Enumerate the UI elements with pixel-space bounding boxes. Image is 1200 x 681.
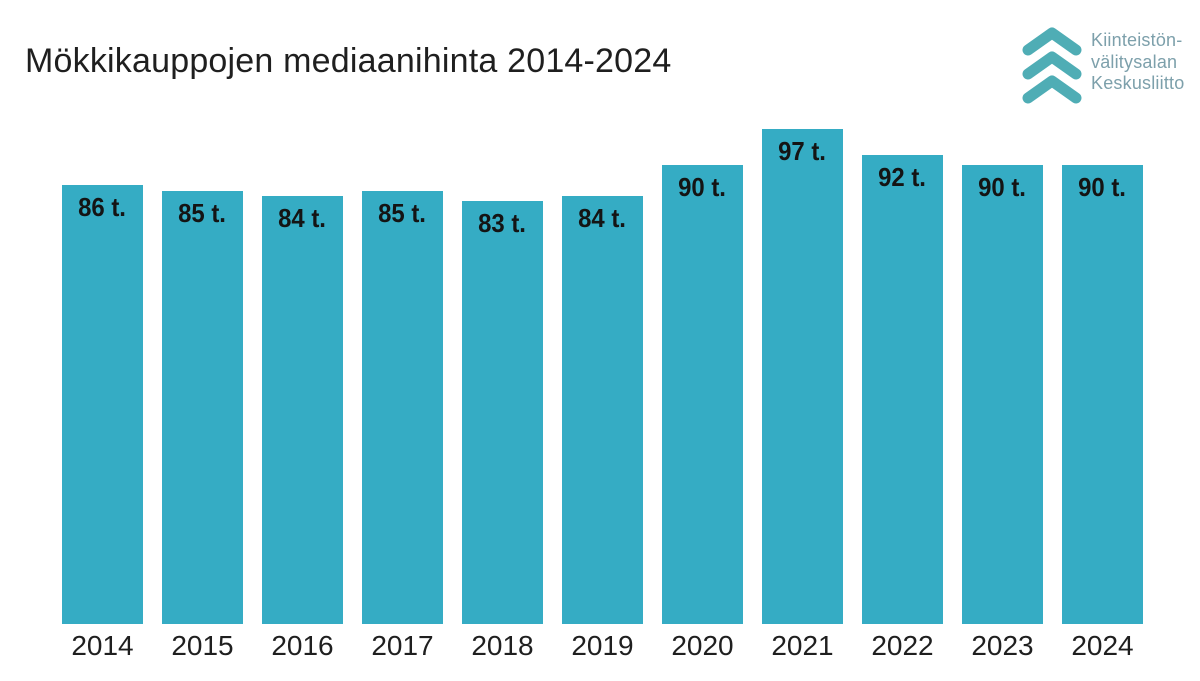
bar-2021: 97 t. (762, 129, 843, 624)
bar-chart: 86 t. 2014 85 t. 2015 84 t. 2016 85 t. 2017 83 t… (62, 100, 1143, 661)
bar-2019: 84 t. (562, 195, 643, 624)
bar-2023: 90 t. (962, 165, 1043, 624)
bar-value-label-2014: 86 t. (78, 192, 127, 223)
logo-text-line-1: Kiinteistön- (1091, 30, 1183, 50)
bar-2015: 85 t. (162, 190, 243, 624)
bar-value-label-2024: 90 t. (1078, 172, 1127, 202)
x-axis-label-2020: 2020 (671, 630, 734, 661)
x-axis-label-2023: 2023 (971, 630, 1034, 661)
logo-text-line-3: Keskusliitto (1091, 73, 1185, 93)
bar-value-label-2022: 92 t. (878, 161, 927, 192)
logo-text: Kiinteistön- välitysalan Keskusliitto (1091, 30, 1184, 95)
bar-2022: 92 t. (862, 154, 943, 624)
x-axis-label-2019: 2019 (571, 630, 634, 661)
x-axis-label-2015: 2015 (171, 630, 234, 661)
logo: Kiinteistön- välitysalan Keskusliitto (1022, 24, 1184, 104)
bar-2014: 86 t. (62, 185, 143, 624)
bar-2018: 83 t. (462, 200, 543, 624)
bar-value-label-2023: 90 t. (978, 172, 1027, 202)
bar-2020: 90 t. (662, 165, 743, 624)
bar-2016: 84 t. (262, 195, 343, 624)
page-title: Mökkikauppojen mediaanihinta 2014-2024 (25, 42, 672, 80)
x-axis-label-2021: 2021 (771, 630, 834, 661)
bar-value-label-2020: 90 t. (678, 172, 727, 202)
bar-value-label-2018: 83 t. (478, 207, 527, 238)
x-axis-label-2024: 2024 (1071, 630, 1134, 661)
bar-value-label-2017: 85 t. (378, 197, 427, 228)
x-axis-label-2014: 2014 (71, 630, 134, 661)
x-axis-label-2022: 2022 (871, 630, 934, 661)
bar-2024: 90 t. (1062, 165, 1143, 624)
bar-value-label-2019: 84 t. (578, 202, 627, 233)
logo-chevrons-icon (1022, 27, 1082, 104)
x-axis-label-2016: 2016 (271, 630, 334, 661)
bar-value-label-2015: 85 t. (178, 197, 227, 228)
x-axis-label-2018: 2018 (471, 630, 534, 661)
x-axis-label-2017: 2017 (371, 630, 434, 661)
logo-text-line-2: välitysalan (1091, 51, 1178, 72)
bar-value-label-2016: 84 t. (278, 202, 327, 233)
bar-2017: 85 t. (362, 190, 443, 624)
bar-value-label-2021: 97 t. (778, 136, 827, 167)
